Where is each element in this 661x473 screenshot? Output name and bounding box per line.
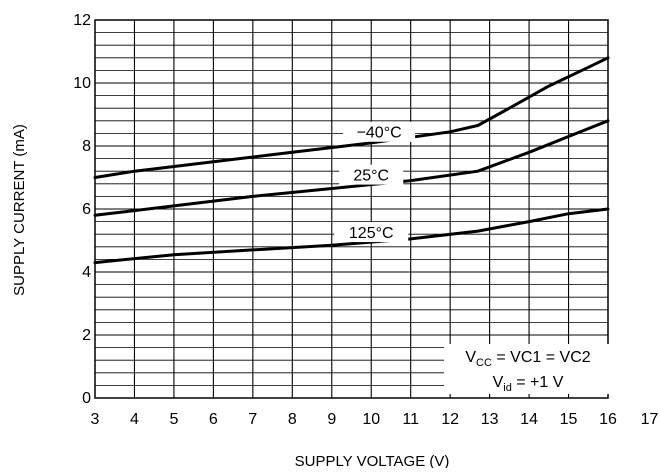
y-tick-labels: 0 2 4 6 8 10 12: [73, 12, 91, 407]
annotation-vcc-v: V: [465, 349, 476, 366]
annotation-vid-sub: id: [503, 382, 512, 394]
y-tick-label: 0: [82, 390, 91, 407]
y-tick-label: 10: [73, 75, 91, 92]
series-label-background: [343, 121, 416, 142]
series-line-0: [93, 56, 610, 179]
x-tick-label: 13: [481, 411, 499, 428]
x-axis-label: SUPPLY VOLTAGE (V): [295, 453, 450, 468]
x-tick-labels: 345678910111213141516717: [91, 411, 659, 428]
series-line-2: [93, 207, 610, 265]
y-tick-label: 12: [73, 12, 91, 29]
annotation-vid-v: V: [493, 374, 504, 391]
x-tick-label: 3: [91, 411, 100, 428]
x-tick-label: 4: [130, 411, 139, 428]
major-gridlines: [95, 20, 608, 398]
x-tick-label: 7: [248, 411, 257, 428]
x-tick-label: 14: [520, 411, 538, 428]
series-line-1: [93, 119, 610, 217]
x-tick-label: 15: [560, 411, 578, 428]
x-tick-label: 8: [288, 411, 297, 428]
annotation-vid-rest: = +1 V: [512, 374, 564, 391]
series-layer: [93, 56, 610, 265]
x-tick-label: 5: [169, 411, 178, 428]
series-label-layer: −40°C 25°C 125°C: [334, 121, 416, 243]
y-tick-label: 4: [82, 264, 91, 281]
x-tick-label: 9: [327, 411, 336, 428]
annotation-background: [444, 344, 612, 394]
conditions-annotation: VCC = VC1 = VC2 Vid = +1 V: [444, 344, 612, 394]
x-tick-label: 11: [402, 411, 419, 428]
annotation-vcc-sub: CC: [476, 357, 492, 369]
y-tick-label: 8: [82, 138, 91, 155]
series-label-0: −40°C: [357, 125, 402, 142]
x-tick-label: 16: [599, 411, 617, 428]
series-label-2: 125°C: [349, 225, 394, 242]
annotation-line-2: Vid = +1 V: [493, 374, 564, 394]
x-tick-label: 6: [209, 411, 218, 428]
x-tick-label: 12: [441, 411, 459, 428]
annotation-vcc-rest: = VC1 = VC2: [492, 349, 591, 366]
y-tick-label: 6: [82, 201, 91, 218]
x-tick-label-outer-right: 17: [641, 411, 659, 428]
x-tick-label: 10: [362, 411, 380, 428]
series-label-1: 25°C: [353, 168, 389, 185]
y-axis-label: SUPPLY CURRENT (mA): [11, 124, 28, 296]
series-label-background: [339, 164, 404, 185]
y-tick-label: 2: [82, 327, 91, 344]
annotation-line-1: VCC = VC1 = VC2: [465, 349, 590, 369]
series-label-background: [334, 222, 409, 243]
